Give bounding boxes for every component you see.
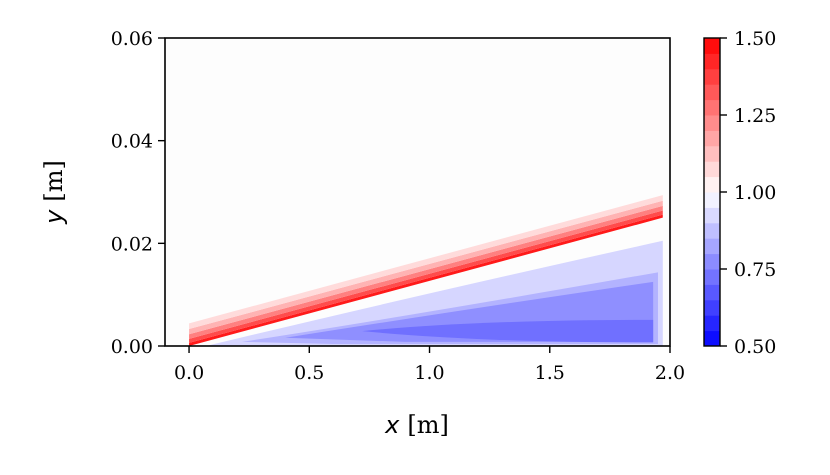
- colorbar-band: [704, 130, 720, 147]
- contour-band-high: [189, 200, 663, 335]
- x-tick-label: 0.0: [174, 362, 204, 384]
- colorbar-band: [704, 238, 720, 255]
- colorbar-band: [704, 84, 720, 101]
- plot-area: [164, 37, 671, 347]
- colorbar-band: [704, 299, 720, 316]
- colorbar-band: [704, 115, 720, 131]
- colorbar-ticks: 0.50 0.75 1.00 1.25 1.50: [720, 28, 776, 358]
- contour-field: [189, 195, 663, 346]
- x-axis-unit: [m]: [407, 411, 448, 439]
- colorbar-tick-label: 1.50: [734, 28, 776, 50]
- y-axis-unit: [m]: [40, 160, 68, 201]
- x-axis: 0.0 0.5 1.0 1.5 2.0: [174, 346, 685, 384]
- y-tick-label: 0.02: [111, 233, 153, 255]
- colorbar-bands: [704, 38, 720, 347]
- colorbar-band: [704, 330, 720, 347]
- y-tick-label: 0.04: [111, 131, 153, 153]
- colorbar-band: [704, 269, 720, 285]
- colorbar-band: [704, 315, 720, 332]
- colorbar-band: [704, 68, 720, 85]
- colorbar-band: [704, 192, 720, 208]
- colorbar-tick-label: 0.50: [734, 336, 776, 358]
- x-axis-label: x [m]: [384, 411, 449, 439]
- colorbar-band: [704, 53, 720, 70]
- y-axis-label: y [m]: [40, 160, 68, 225]
- x-tick-label: 1.0: [414, 362, 444, 384]
- colorbar-band: [704, 222, 720, 239]
- y-tick-label: 0.06: [111, 28, 153, 50]
- colorbar-band: [704, 38, 720, 54]
- contour-band-high: [189, 210, 663, 343]
- contour-band-high: [189, 205, 663, 339]
- colorbar-band: [704, 253, 720, 270]
- colorbar-band: [704, 99, 720, 116]
- colorbar-tick-label: 1.00: [734, 182, 776, 204]
- y-axis-symbol: y: [40, 209, 68, 225]
- y-axis: 0.00 0.02 0.04 0.06: [111, 28, 165, 358]
- x-axis-symbol: x: [384, 411, 400, 439]
- contour-band-high: [189, 195, 663, 330]
- colorbar-band: [704, 284, 720, 301]
- colorbar-tick-label: 0.75: [734, 259, 776, 281]
- x-tick-label: 1.5: [535, 362, 565, 384]
- colorbar-tick-label: 1.25: [734, 105, 776, 127]
- plot-frame: [164, 37, 671, 347]
- y-tick-label: 0.00: [111, 336, 153, 358]
- colorbar-band: [704, 207, 720, 224]
- x-tick-label: 2.0: [655, 362, 685, 384]
- colorbar-band: [704, 176, 720, 193]
- contour-band-high: [189, 214, 663, 346]
- colorbar-band: [704, 161, 720, 178]
- x-tick-label: 0.5: [294, 362, 324, 384]
- contour-band-low: [362, 319, 654, 343]
- colorbar-band: [704, 145, 720, 162]
- colorbar: 0.50 0.75 1.00 1.25 1.50: [703, 28, 776, 358]
